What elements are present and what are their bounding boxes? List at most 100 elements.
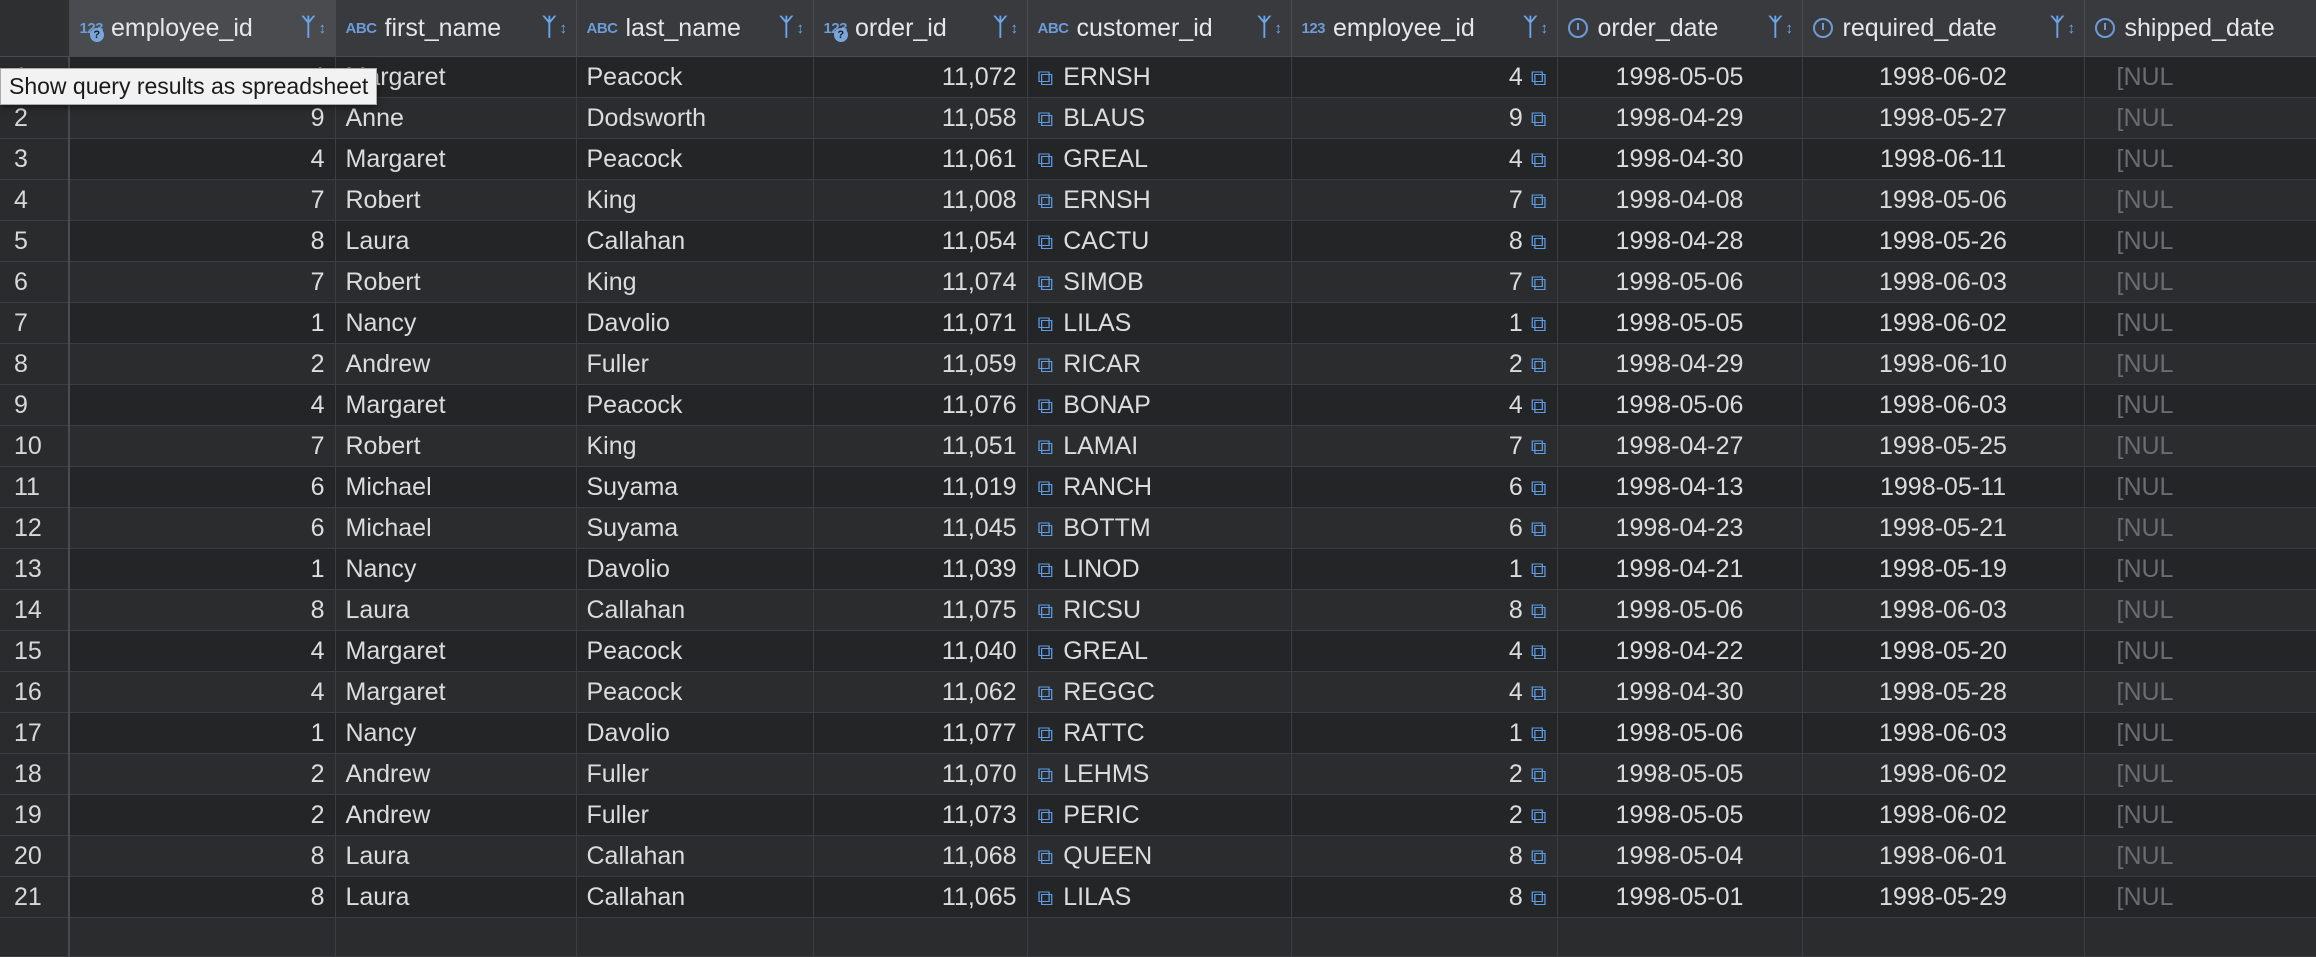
table-cell[interactable]: 7⧉ bbox=[1291, 262, 1557, 303]
table-cell[interactable]: ⧉CACTU bbox=[1027, 221, 1291, 262]
table-cell[interactable]: Fuller bbox=[576, 795, 813, 836]
null-cell[interactable]: [NUL bbox=[2084, 180, 2316, 221]
null-cell[interactable]: [NUL bbox=[2084, 426, 2316, 467]
table-cell[interactable]: 11,008 bbox=[813, 180, 1027, 221]
table-cell[interactable]: Davolio bbox=[576, 713, 813, 754]
null-cell[interactable]: [NUL bbox=[2084, 508, 2316, 549]
null-cell[interactable]: [NUL bbox=[2084, 221, 2316, 262]
sort-icon[interactable]: ↕ bbox=[1786, 21, 1796, 36]
table-cell[interactable]: 1998-04-22 bbox=[1557, 631, 1802, 672]
table-cell[interactable]: Andrew bbox=[335, 795, 576, 836]
table-cell[interactable]: 1 bbox=[69, 713, 335, 754]
null-cell[interactable]: [NUL bbox=[2084, 139, 2316, 180]
table-cell[interactable]: 1998-04-30 bbox=[1557, 672, 1802, 713]
table-cell[interactable]: 11,054 bbox=[813, 221, 1027, 262]
table-cell[interactable]: 1⧉ bbox=[1291, 549, 1557, 590]
null-cell[interactable]: [NUL bbox=[2084, 57, 2316, 98]
table-cell[interactable]: 1998-05-06 bbox=[1557, 590, 1802, 631]
table-cell[interactable]: ⧉QUEEN bbox=[1027, 836, 1291, 877]
table-cell[interactable]: 8 bbox=[69, 221, 335, 262]
table-cell[interactable]: 1998-04-21 bbox=[1557, 549, 1802, 590]
table-cell[interactable]: 1998-06-03 bbox=[1802, 385, 2084, 426]
table-cell[interactable]: 8 bbox=[69, 836, 335, 877]
table-cell[interactable]: 4⧉ bbox=[1291, 385, 1557, 426]
table-cell[interactable]: 1998-04-23 bbox=[1557, 508, 1802, 549]
table-cell[interactable]: 7 bbox=[69, 426, 335, 467]
open-link-icon[interactable]: ⧉ bbox=[1531, 352, 1547, 378]
sort-icon[interactable]: ↕ bbox=[2068, 21, 2078, 36]
filter-icon[interactable]: ᛉ bbox=[1257, 14, 1271, 42]
table-cell[interactable]: 6 bbox=[69, 508, 335, 549]
table-cell[interactable]: Michael bbox=[335, 508, 576, 549]
table-cell[interactable]: 1998-04-27 bbox=[1557, 426, 1802, 467]
table-cell[interactable]: Fuller bbox=[576, 344, 813, 385]
table-cell[interactable]: Laura bbox=[335, 877, 576, 918]
table-cell[interactable]: 1998-04-13 bbox=[1557, 467, 1802, 508]
table-cell[interactable]: Laura bbox=[335, 590, 576, 631]
table-cell[interactable]: ⧉SIMOB bbox=[1027, 262, 1291, 303]
table-cell[interactable]: 11,074 bbox=[813, 262, 1027, 303]
null-cell[interactable]: [NUL bbox=[2084, 549, 2316, 590]
table-cell[interactable]: 1998-05-05 bbox=[1557, 795, 1802, 836]
table-cell[interactable]: 8⧉ bbox=[1291, 836, 1557, 877]
table-cell[interactable]: Andrew bbox=[335, 754, 576, 795]
table-cell[interactable]: 4⧉ bbox=[1291, 672, 1557, 713]
table-cell[interactable]: 2 bbox=[69, 795, 335, 836]
table-cell[interactable]: Callahan bbox=[576, 836, 813, 877]
table-cell[interactable]: 8 bbox=[69, 590, 335, 631]
table-cell[interactable]: 1998-05-11 bbox=[1802, 467, 2084, 508]
open-link-icon[interactable]: ⧉ bbox=[1531, 270, 1547, 296]
table-cell[interactable]: Suyama bbox=[576, 467, 813, 508]
table-cell[interactable]: 9⧉ bbox=[1291, 98, 1557, 139]
table-cell[interactable]: Robert bbox=[335, 180, 576, 221]
open-link-icon[interactable]: ⧉ bbox=[1038, 229, 1054, 255]
table-cell[interactable]: Dodsworth bbox=[576, 98, 813, 139]
table-cell[interactable]: King bbox=[576, 426, 813, 467]
table-cell[interactable]: ⧉REGGC bbox=[1027, 672, 1291, 713]
filter-icon[interactable]: ᛉ bbox=[2050, 14, 2064, 42]
table-cell[interactable]: 1998-06-10 bbox=[1802, 344, 2084, 385]
table-cell[interactable]: Nancy bbox=[335, 713, 576, 754]
table-cell[interactable]: 11,061 bbox=[813, 139, 1027, 180]
filter-icon[interactable]: ᛉ bbox=[542, 14, 556, 42]
table-cell[interactable]: 1998-05-28 bbox=[1802, 672, 2084, 713]
open-link-icon[interactable]: ⧉ bbox=[1531, 721, 1547, 747]
table-cell[interactable]: 11,058 bbox=[813, 98, 1027, 139]
sort-icon[interactable]: ↕ bbox=[1275, 21, 1285, 36]
sort-icon[interactable]: ↕ bbox=[797, 21, 807, 36]
open-link-icon[interactable]: ⧉ bbox=[1531, 434, 1547, 460]
table-cell[interactable]: Peacock bbox=[576, 57, 813, 98]
table-cell[interactable]: Nancy bbox=[335, 549, 576, 590]
table-cell[interactable]: ⧉ERNSH bbox=[1027, 57, 1291, 98]
null-cell[interactable]: [NUL bbox=[2084, 385, 2316, 426]
open-link-icon[interactable]: ⧉ bbox=[1531, 516, 1547, 542]
table-cell[interactable]: 6⧉ bbox=[1291, 467, 1557, 508]
table-cell[interactable]: 1998-05-21 bbox=[1802, 508, 2084, 549]
open-link-icon[interactable]: ⧉ bbox=[1531, 762, 1547, 788]
table-cell[interactable]: 1998-06-03 bbox=[1802, 262, 2084, 303]
table-cell[interactable]: 11,040 bbox=[813, 631, 1027, 672]
table-cell[interactable]: 1998-04-29 bbox=[1557, 98, 1802, 139]
open-link-icon[interactable]: ⧉ bbox=[1038, 721, 1054, 747]
table-cell[interactable]: 1998-05-06 bbox=[1557, 262, 1802, 303]
table-cell[interactable]: 1998-05-20 bbox=[1802, 631, 2084, 672]
table-cell[interactable]: King bbox=[576, 262, 813, 303]
table-cell[interactable]: 11,068 bbox=[813, 836, 1027, 877]
table-cell[interactable]: 8⧉ bbox=[1291, 877, 1557, 918]
null-cell[interactable]: [NUL bbox=[2084, 303, 2316, 344]
table-cell[interactable]: Margaret bbox=[335, 672, 576, 713]
table-cell[interactable]: 1998-04-29 bbox=[1557, 344, 1802, 385]
null-cell[interactable]: [NUL bbox=[2084, 877, 2316, 918]
corner-cell[interactable] bbox=[0, 0, 69, 57]
table-cell[interactable]: 1998-05-05 bbox=[1557, 57, 1802, 98]
